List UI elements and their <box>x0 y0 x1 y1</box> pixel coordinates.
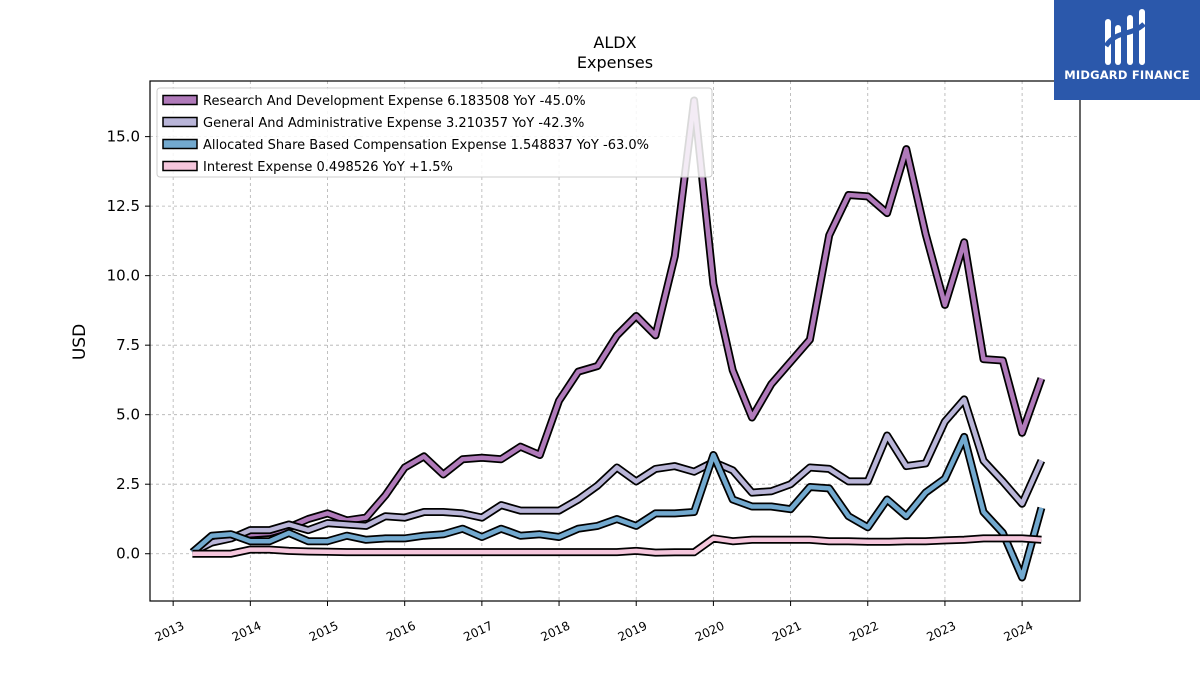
series-line <box>192 536 1042 556</box>
y-tick-label: 12.5 <box>107 197 140 215</box>
legend-label: General And Administrative Expense 3.210… <box>203 116 584 131</box>
y-tick-label: 5.0 <box>116 406 140 424</box>
x-tick-label: 2016 <box>384 619 418 645</box>
x-tick-label: 2019 <box>616 619 650 645</box>
legend: Research And Development Expense 6.18350… <box>156 87 713 178</box>
x-tick-label: 2024 <box>1002 619 1036 645</box>
y-tick-label: 10.0 <box>107 267 140 285</box>
x-tick-label: 2013 <box>153 619 187 645</box>
x-tick-label: 2023 <box>924 619 958 645</box>
legend-label: Research And Development Expense 6.18350… <box>203 94 586 109</box>
y-tick-label: 7.5 <box>116 336 140 354</box>
brand-logo-text: MIDGARD FINANCE <box>1064 68 1190 82</box>
legend-box <box>156 87 713 178</box>
x-tick-label: 2017 <box>461 619 495 645</box>
y-axis-label: USD <box>70 324 90 360</box>
x-tick-label: 2020 <box>693 619 727 645</box>
series-line <box>190 434 1044 580</box>
legend-swatch <box>162 138 198 150</box>
chart-subtitle: Expenses <box>577 53 653 72</box>
y-tick-label: 15.0 <box>107 128 140 146</box>
x-tick-label: 2021 <box>770 619 804 645</box>
midgard-logo-icon <box>1103 9 1146 65</box>
x-tick-label: 2014 <box>230 619 264 645</box>
plot-area-frame <box>149 80 1081 602</box>
legend-swatch <box>162 160 198 172</box>
y-tick-label: 2.5 <box>116 475 140 493</box>
series-lines <box>189 96 1046 582</box>
series-outline <box>190 395 1046 556</box>
series-line <box>191 98 1044 555</box>
legend-label: Interest Expense 0.498526 YoY +1.5% <box>203 160 453 175</box>
legend-swatch <box>162 94 198 106</box>
x-tick-label: 2022 <box>847 619 881 645</box>
x-tick-label: 2015 <box>307 619 341 645</box>
legend-swatch <box>162 116 198 128</box>
legend-label: Allocated Share Based Compensation Expen… <box>203 138 649 153</box>
x-tick-label: 2018 <box>539 619 573 645</box>
brand-logo: MIDGARD FINANCE <box>1054 0 1200 100</box>
series-line <box>191 397 1044 555</box>
chart-title: ALDX <box>593 33 636 52</box>
y-tick-label: 0.0 <box>116 545 140 563</box>
